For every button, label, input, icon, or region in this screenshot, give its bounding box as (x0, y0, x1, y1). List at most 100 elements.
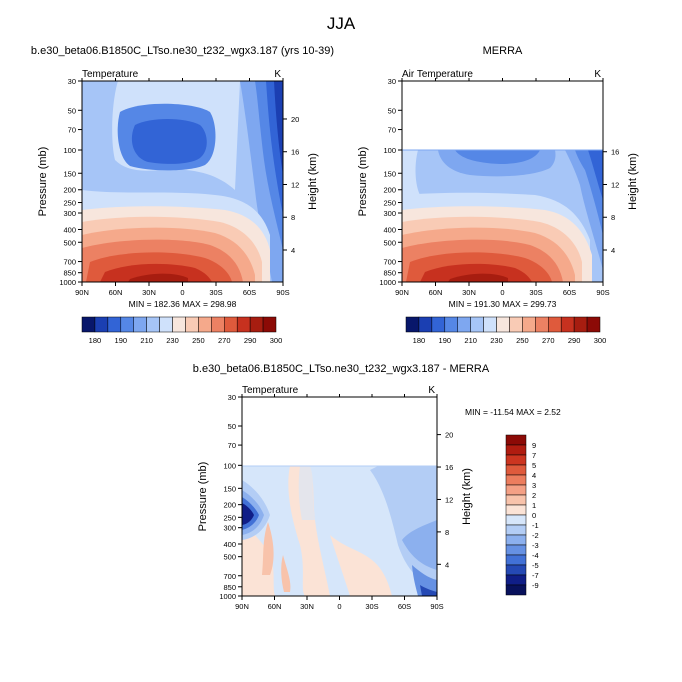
colorbar-swatch (548, 316, 562, 333)
pressure-tick-label: 50 (228, 422, 236, 431)
colorbar-swatch (505, 494, 527, 506)
colorbar-swatch (560, 316, 575, 333)
pressure-tick-label: 150 (383, 169, 396, 178)
colorbar-label: -3 (532, 541, 539, 550)
colorbar-label: 0 (532, 511, 536, 520)
y2-axis-title: Height (km) (307, 153, 319, 210)
colorbar-swatch (505, 564, 527, 576)
diff-fill-warm-nh (242, 520, 275, 596)
latitude-tick-label: 90N (395, 288, 409, 297)
colorbar-swatch (133, 316, 147, 333)
pressure-tick-label: 100 (63, 146, 76, 155)
units-label: K (594, 69, 601, 80)
colorbar-swatch (418, 316, 433, 333)
colorbar-label: 300 (270, 336, 283, 345)
colorbar-label: -1 (532, 521, 539, 530)
colorbar-swatch (444, 316, 458, 333)
colorbar-swatch (535, 316, 549, 333)
min-max-stats: MIN = 182.36 MAX = 298.98 (129, 299, 237, 309)
colorbar-label: 190 (115, 336, 128, 345)
min-max-stats: MIN = -11.54 MAX = 2.52 (465, 407, 561, 417)
pressure-tick-label: 300 (223, 524, 236, 533)
diff-contour-field (242, 466, 437, 596)
model-fill-tropopause-core (131, 119, 207, 164)
colorbar-swatch (483, 316, 497, 333)
latitude-tick-label: 90N (235, 602, 249, 611)
pressure-tick-label: 250 (223, 513, 236, 522)
colorbar-label: -2 (532, 531, 539, 540)
pressure-tick-label: 1000 (379, 278, 396, 287)
height-tick-label: 20 (445, 431, 453, 440)
obs-fill-warm-7 (448, 273, 508, 282)
pressure-tick-label: 300 (63, 209, 76, 218)
colorbar-swatch (505, 444, 527, 456)
colorbar-label: -4 (532, 551, 539, 560)
pressure-tick-label: 30 (68, 77, 76, 86)
axes-and-colorbars: 3050701001502002503004005007008501000201… (37, 69, 639, 611)
latitude-tick-label: 60S (398, 602, 411, 611)
y2-axis-title: Height (km) (627, 153, 639, 210)
pressure-tick-label: 250 (63, 199, 76, 208)
colorbar-label: 230 (490, 336, 503, 345)
colorbar-label: 250 (516, 336, 529, 345)
colorbar-label: 4 (532, 471, 536, 480)
min-max-stats: MIN = 191.30 MAX = 299.73 (449, 299, 557, 309)
colorbar-swatch (236, 316, 251, 333)
colorbar-label: 210 (140, 336, 153, 345)
latitude-tick-label: 30N (462, 288, 476, 297)
latitude-tick-label: 30S (209, 288, 222, 297)
colorbar-swatch (505, 454, 527, 466)
latitude-tick-label: 90N (75, 288, 89, 297)
pressure-tick-label: 70 (388, 126, 396, 135)
model-panel-title: b.e30_beta06.B1850C_LTso.ne30_t232_wgx3.… (30, 45, 335, 57)
variable-label: Temperature (242, 385, 299, 396)
colorbar-swatch (586, 316, 601, 333)
colorbar-label: 7 (532, 451, 536, 460)
pressure-tick-label: 1000 (59, 278, 76, 287)
latitude-tick-label: 30S (529, 288, 542, 297)
height-tick-label: 4 (291, 246, 295, 255)
colorbar-swatch (505, 574, 527, 586)
colorbar-label: -5 (532, 561, 539, 570)
diff-fill-sh-cool-4 (420, 585, 437, 596)
colorbar-label: 230 (166, 336, 179, 345)
y-axis-title: Pressure (mb) (37, 147, 49, 217)
diff-fill-warm-low (281, 555, 291, 592)
colorbar-swatch (431, 316, 446, 333)
colorbar-swatch (505, 434, 527, 446)
pressure-tick-label: 400 (383, 225, 396, 234)
model-contour-field (82, 81, 283, 282)
obs-fill-nh-light (402, 150, 420, 195)
colorbar-swatch (94, 316, 109, 333)
colorbar-swatch (120, 316, 134, 333)
pressure-tick-label: 500 (383, 238, 396, 247)
colorbar-swatch (505, 584, 527, 596)
pressure-tick-label: 70 (68, 126, 76, 135)
obs-fill-sh-pole-3 (588, 150, 603, 200)
latitude-tick-label: 90S (430, 602, 443, 611)
diff-missing-region (242, 397, 437, 466)
pressure-tick-label: 200 (383, 186, 396, 195)
obs-fill-tropopause-2 (455, 150, 540, 164)
colorbar-label: 1 (532, 501, 536, 510)
colorbar-label: 290 (244, 336, 257, 345)
colorbar-label: 180 (89, 336, 102, 345)
colorbar-label: 210 (464, 336, 477, 345)
colorbar-swatch (107, 316, 122, 333)
pressure-tick-label: 200 (63, 186, 76, 195)
colorbar-swatch (262, 316, 277, 333)
colorbar-label: 190 (439, 336, 452, 345)
colorbar-label: 250 (192, 336, 205, 345)
colorbar-swatch (249, 316, 264, 333)
colorbar-swatch (185, 316, 199, 333)
colorbar-label: 270 (218, 336, 231, 345)
pressure-tick-label: 500 (63, 238, 76, 247)
variable-label: Temperature (82, 69, 139, 80)
colorbar-label: 180 (413, 336, 426, 345)
height-tick-label: 16 (611, 148, 619, 157)
pressure-tick-label: 30 (388, 77, 396, 86)
colorbar-swatch (457, 316, 471, 333)
height-tick-label: 16 (291, 148, 299, 157)
height-tick-label: 8 (445, 528, 449, 537)
